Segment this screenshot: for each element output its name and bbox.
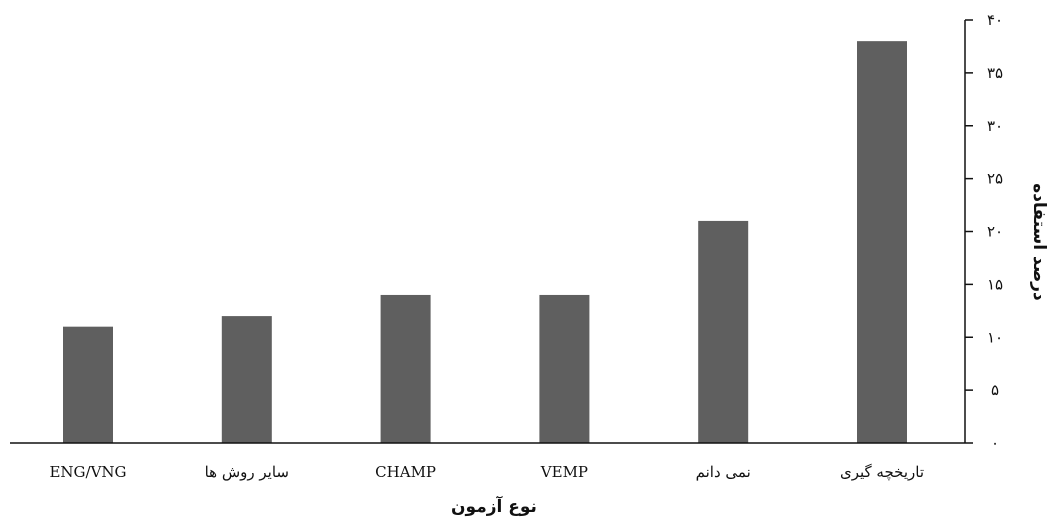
bars-group	[63, 41, 907, 444]
y-axis-title: درصد استفاده	[1029, 183, 1049, 301]
y-tick-label-0: ۰	[991, 434, 999, 452]
bar-2	[380, 294, 431, 443]
bar-0	[63, 326, 113, 443]
y-tick-label-8: ۴۰	[987, 11, 1003, 29]
bar-4	[698, 220, 749, 443]
x-tick-label-3: VEMP	[540, 463, 588, 481]
x-axis: ENG/VNG سایر روش ها CHAMP VEMP نمی دانم تاریخ…	[10, 442, 965, 481]
y-tick-label-7: ۳۵	[987, 64, 1003, 82]
x-tick-label-0: ENG/VNG	[49, 463, 126, 481]
bar-1	[221, 316, 272, 443]
y-axis: ۰ ۵ ۱۰ ۱۵ ۲۰ ۲۵ ۳۰ ۳۵ ۴۰	[964, 11, 1003, 452]
bar-3	[539, 294, 590, 443]
x-tick-label-4: نمی دانم	[696, 463, 751, 481]
y-tick-label-1: ۵	[991, 381, 999, 399]
y-tick-label-4: ۲۰	[987, 223, 1003, 241]
x-tick-label-2: CHAMP	[375, 463, 436, 481]
x-axis-title: نوع آزمون	[451, 495, 537, 517]
bar-5	[857, 41, 907, 444]
y-tick-label-2: ۱۰	[987, 328, 1003, 346]
x-tick-label-5: تاریخچه گیری	[840, 463, 924, 481]
y-tick-label-3: ۱۵	[987, 275, 1003, 293]
y-tick-label-6: ۳۰	[987, 117, 1003, 135]
y-tick-label-5: ۲۵	[987, 170, 1003, 188]
x-tick-label-1: سایر روش ها	[205, 463, 289, 481]
